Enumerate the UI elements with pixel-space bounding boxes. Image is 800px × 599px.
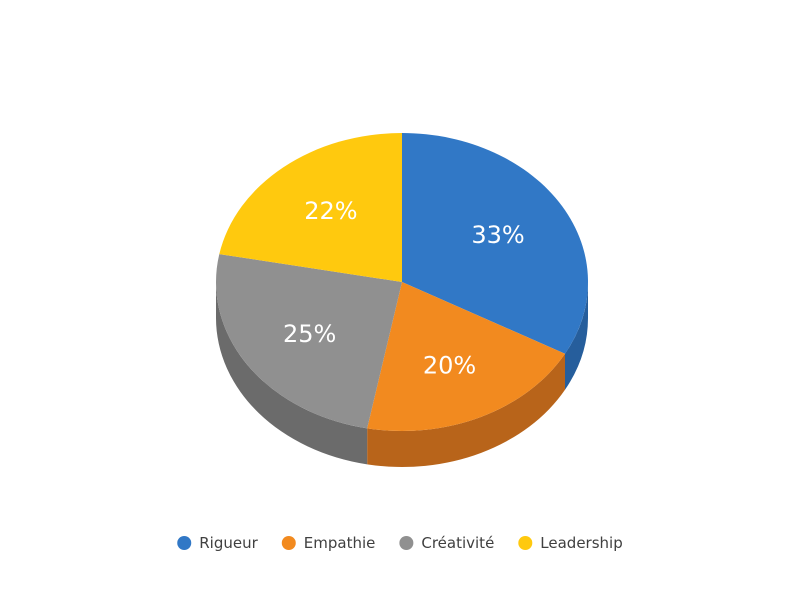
legend-item-creativite: Créativité [399, 534, 494, 552]
data-label-rigueur: 33% [471, 221, 524, 249]
legend-item-empathie: Empathie [281, 534, 376, 552]
legend-label-empathie: Empathie [304, 534, 376, 552]
legend-label-rigueur: Rigueur [199, 534, 258, 552]
data-label-leadership: 22% [304, 197, 357, 225]
pie-sides [216, 282, 588, 467]
pie-labels: 33% 20% 25% 22% [283, 197, 525, 380]
pie-side-rigueur [564, 282, 588, 390]
legend-marker-rigueur [177, 536, 192, 550]
pie-slice-empathie [367, 282, 565, 432]
pie-slice-leadership [219, 133, 402, 282]
pie-slices [215, 133, 588, 432]
legend-marker-leadership [518, 536, 533, 550]
pie-slice-rigueur [402, 133, 588, 354]
legend-item-rigueur: Rigueur [177, 534, 259, 552]
legend-item-leadership: Leadership [518, 534, 623, 552]
legend-label-leadership: Leadership [540, 534, 622, 552]
data-label-creativite: 25% [283, 320, 336, 348]
legend: Rigueur Empathie Créativité Leadership [177, 534, 623, 552]
data-label-empathie: 20% [423, 352, 476, 380]
pie-side-creativite [216, 282, 368, 465]
pie-slice-creativite [215, 254, 402, 429]
legend-marker-creativite [399, 536, 414, 550]
legend-label-creativite: Créativité [421, 534, 494, 552]
pie-side-empathie [367, 353, 565, 467]
legend-marker-empathie [281, 536, 296, 550]
